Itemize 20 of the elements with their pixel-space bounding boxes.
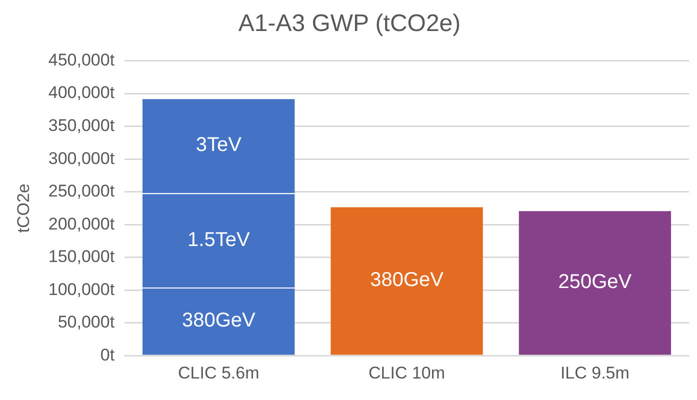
chart-title: A1-A3 GWP (tCO2e) xyxy=(238,10,461,38)
y-tick-label: 300,000t xyxy=(48,148,115,168)
y-tick-label: 350,000t xyxy=(48,116,115,135)
text: 380GeV xyxy=(370,269,444,292)
y-axis-title: tCO2e xyxy=(14,184,33,233)
y-tick-label: 450,000t xyxy=(48,50,115,70)
y-tick-label: 100,000t xyxy=(48,280,115,299)
x-tick-label: ILC 9.5m xyxy=(560,363,630,382)
x-tick-label: CLIC 10m xyxy=(368,363,446,382)
series-label: 250GeV xyxy=(558,271,632,294)
y-tick-label: 50,000t xyxy=(58,312,115,332)
series-label: 3TeV xyxy=(196,134,242,156)
series-label: 1.5TeV xyxy=(188,228,250,251)
series-label: 380GeV xyxy=(182,310,256,332)
y-tick-label: 150,000t xyxy=(48,247,115,266)
y-tick-label: 250,000t xyxy=(48,182,115,201)
y-tick-label: 200,000t xyxy=(48,214,115,234)
y-tick-label: 0t xyxy=(100,345,115,364)
x-tick-label: CLIC 5.6m xyxy=(178,363,260,382)
y-tick-label: 400,000t xyxy=(48,83,115,102)
